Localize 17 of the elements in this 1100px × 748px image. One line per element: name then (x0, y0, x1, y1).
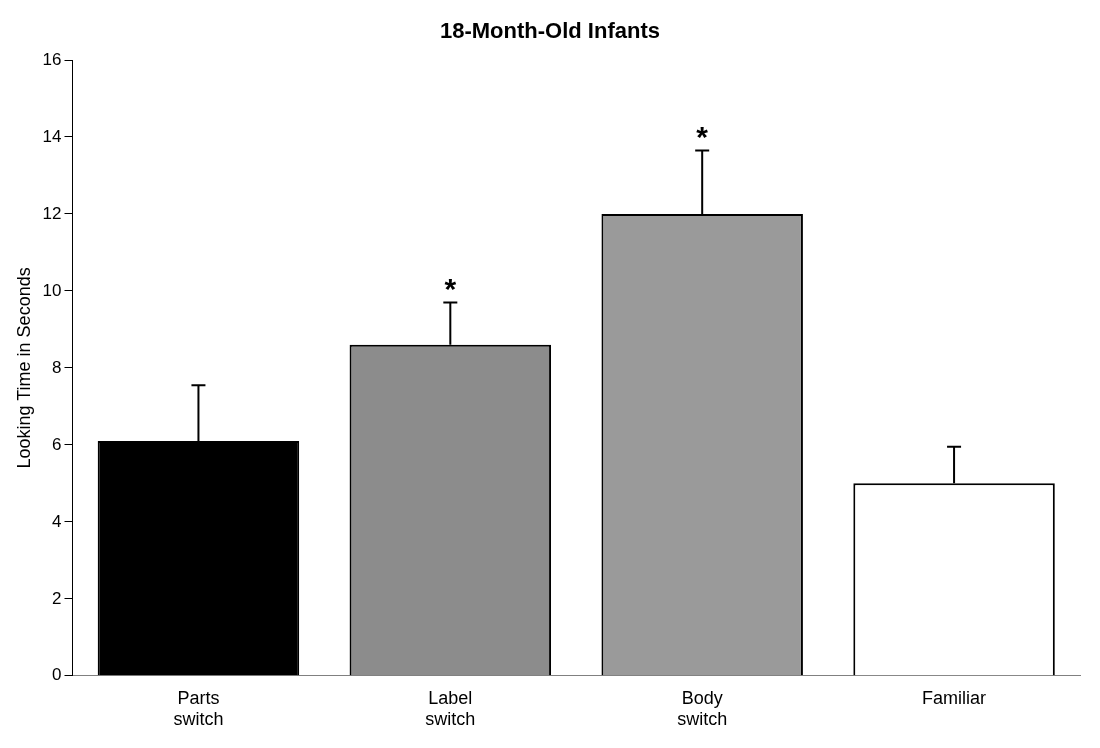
y-tick-label: 8 (52, 357, 62, 377)
x-tick-label: Label switch (425, 687, 476, 730)
y-tick-label: 2 (52, 588, 62, 608)
y-tick-label: 16 (42, 49, 62, 69)
y-tick-label: 14 (42, 126, 62, 146)
y-tick-label: 10 (42, 280, 62, 300)
x-tick-label: Parts switch (173, 687, 224, 730)
y-tick-label: 0 (52, 665, 62, 685)
chart-title: 18-Month-Old Infants (439, 18, 661, 44)
y-tick-label: 6 (52, 434, 62, 454)
x-tick-label: Body switch (677, 687, 728, 730)
annotation: * (696, 119, 709, 153)
y-axis-title: Looking Time in Seconds (13, 267, 34, 469)
y-tick-label: 12 (42, 203, 62, 223)
x-tick-label: Familiar (922, 687, 987, 708)
y-tick-label: 4 (52, 511, 62, 531)
annotation: * (444, 271, 457, 305)
